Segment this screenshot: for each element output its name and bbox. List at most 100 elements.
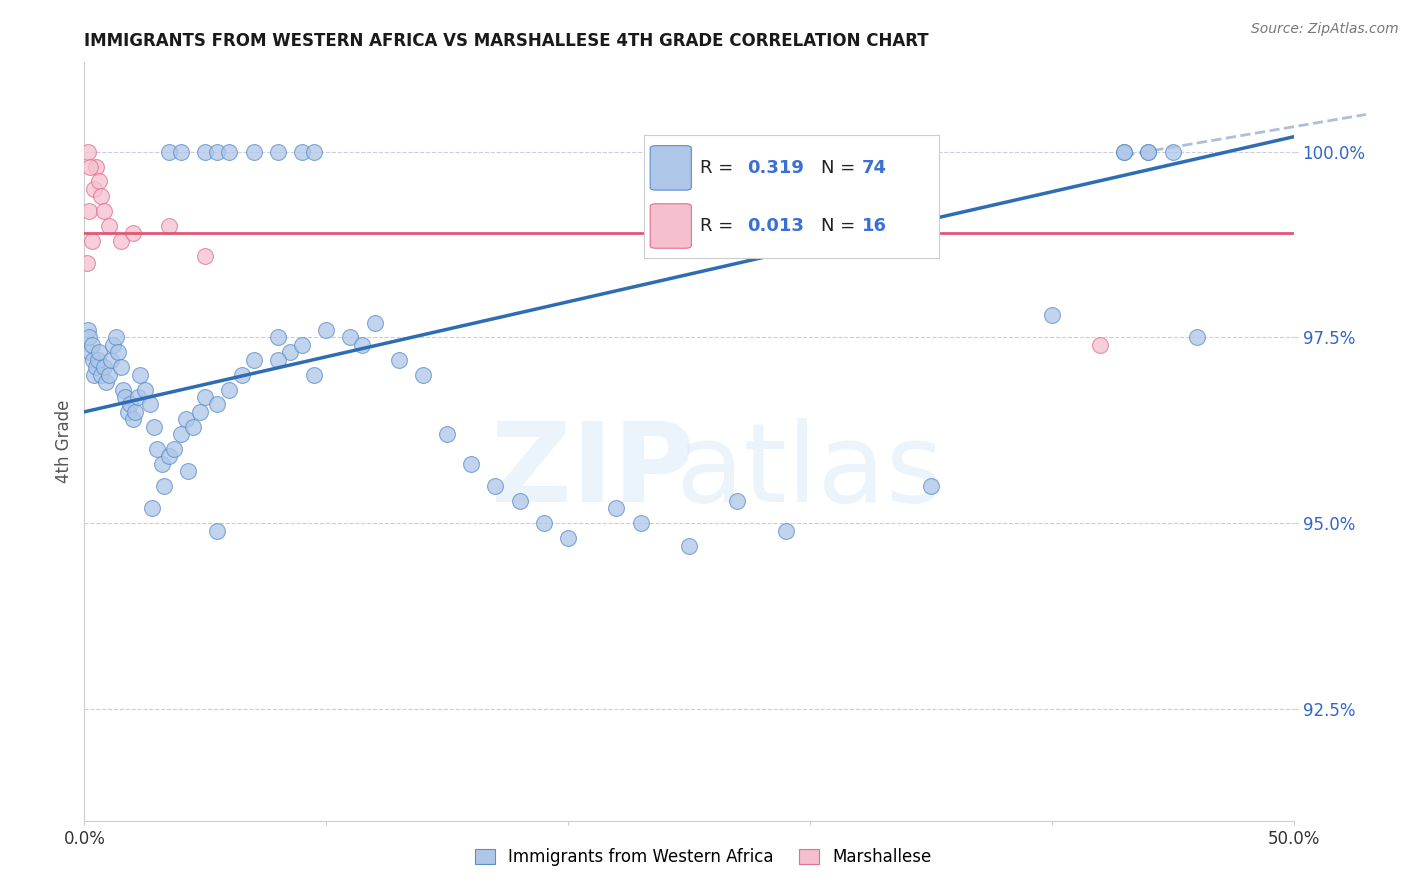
Point bbox=[112, 383, 135, 397]
Point bbox=[207, 397, 229, 411]
Text: N =: N = bbox=[821, 217, 860, 235]
Point bbox=[103, 338, 125, 352]
Point bbox=[194, 145, 217, 159]
Point bbox=[315, 323, 337, 337]
Text: 16: 16 bbox=[862, 217, 887, 235]
Point bbox=[157, 145, 180, 159]
Point bbox=[129, 368, 152, 382]
Point bbox=[87, 345, 110, 359]
Point bbox=[86, 352, 108, 367]
Point bbox=[291, 145, 314, 159]
Point bbox=[218, 145, 240, 159]
Point bbox=[94, 375, 117, 389]
Point bbox=[207, 145, 229, 159]
Point bbox=[104, 330, 127, 344]
Text: 0.013: 0.013 bbox=[747, 217, 804, 235]
Point bbox=[242, 145, 264, 159]
Text: Source: ZipAtlas.com: Source: ZipAtlas.com bbox=[1251, 22, 1399, 37]
Point bbox=[83, 182, 105, 196]
Point bbox=[77, 330, 100, 344]
Legend: Immigrants from Western Africa, Marshallese: Immigrants from Western Africa, Marshall… bbox=[467, 840, 939, 875]
Point bbox=[86, 160, 108, 174]
Point bbox=[77, 323, 100, 337]
Point bbox=[557, 531, 579, 545]
Point bbox=[170, 145, 193, 159]
Point bbox=[93, 360, 115, 375]
Text: ZIP: ZIP bbox=[491, 418, 695, 525]
Point bbox=[207, 524, 229, 538]
Point bbox=[87, 174, 110, 188]
Point bbox=[114, 390, 136, 404]
Point bbox=[174, 412, 197, 426]
Point bbox=[163, 442, 186, 456]
Text: IMMIGRANTS FROM WESTERN AFRICA VS MARSHALLESE 4TH GRADE CORRELATION CHART: IMMIGRANTS FROM WESTERN AFRICA VS MARSHA… bbox=[84, 32, 929, 50]
Point bbox=[90, 189, 112, 203]
Point bbox=[127, 390, 149, 404]
Point bbox=[725, 494, 748, 508]
Point bbox=[1088, 338, 1111, 352]
Point bbox=[157, 450, 180, 464]
Point bbox=[1114, 145, 1136, 159]
Point bbox=[93, 204, 115, 219]
Point bbox=[1137, 145, 1160, 159]
Y-axis label: 4th Grade: 4th Grade bbox=[55, 400, 73, 483]
Point bbox=[80, 338, 103, 352]
Point bbox=[77, 145, 100, 159]
Point bbox=[363, 316, 385, 330]
Point bbox=[194, 249, 217, 263]
Point bbox=[79, 345, 101, 359]
Point bbox=[267, 145, 290, 159]
Point bbox=[291, 338, 314, 352]
Point bbox=[141, 501, 163, 516]
Text: N =: N = bbox=[821, 159, 860, 177]
Point bbox=[267, 352, 290, 367]
Point bbox=[157, 219, 180, 233]
Point bbox=[231, 368, 253, 382]
Point bbox=[153, 479, 176, 493]
Point bbox=[97, 219, 120, 233]
Point bbox=[460, 457, 482, 471]
Point bbox=[278, 345, 301, 359]
Point bbox=[83, 368, 105, 382]
Text: R =: R = bbox=[700, 217, 740, 235]
Point bbox=[302, 368, 325, 382]
FancyBboxPatch shape bbox=[650, 145, 692, 190]
Point bbox=[509, 494, 531, 508]
Text: R =: R = bbox=[700, 159, 740, 177]
Point bbox=[76, 256, 98, 270]
Point bbox=[412, 368, 434, 382]
Point bbox=[1137, 145, 1160, 159]
Point bbox=[302, 145, 325, 159]
Point bbox=[143, 419, 166, 434]
Point bbox=[678, 539, 700, 553]
Point bbox=[177, 464, 200, 478]
Point bbox=[170, 427, 193, 442]
Point bbox=[630, 516, 652, 531]
Point bbox=[352, 338, 374, 352]
Point bbox=[218, 383, 240, 397]
Point bbox=[120, 397, 142, 411]
Point bbox=[1185, 330, 1208, 344]
Point bbox=[605, 501, 627, 516]
Point bbox=[388, 352, 411, 367]
Text: 74: 74 bbox=[862, 159, 887, 177]
Point bbox=[77, 204, 100, 219]
Point bbox=[110, 360, 132, 375]
Point bbox=[90, 368, 112, 382]
Point bbox=[121, 412, 143, 426]
Point bbox=[146, 442, 169, 456]
Point bbox=[190, 405, 212, 419]
Point bbox=[1161, 145, 1184, 159]
Point bbox=[110, 234, 132, 248]
Point bbox=[533, 516, 555, 531]
FancyBboxPatch shape bbox=[650, 203, 692, 248]
Point bbox=[82, 352, 104, 367]
Point bbox=[194, 390, 217, 404]
Point bbox=[80, 234, 103, 248]
Point bbox=[242, 352, 264, 367]
Point bbox=[920, 479, 942, 493]
Point bbox=[436, 427, 458, 442]
Point bbox=[484, 479, 506, 493]
Text: 0.319: 0.319 bbox=[747, 159, 804, 177]
Point bbox=[150, 457, 173, 471]
